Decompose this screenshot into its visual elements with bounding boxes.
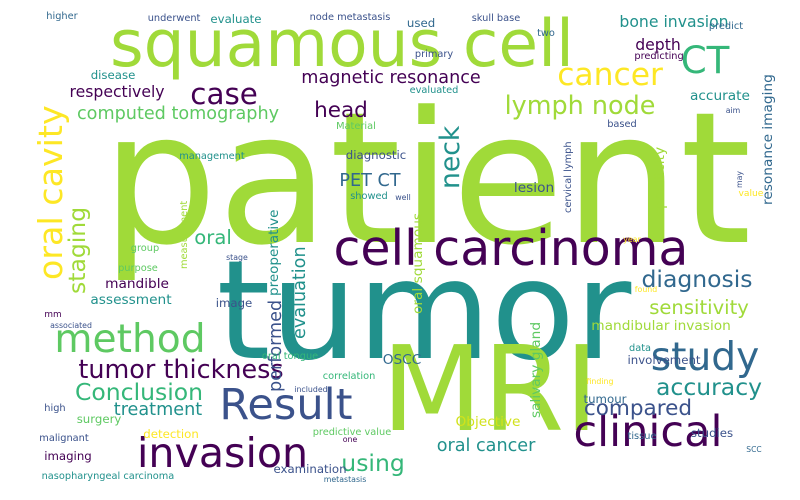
word-finding: finding — [586, 377, 614, 387]
word-cell-carcinoma: cell carcinoma — [333, 219, 689, 277]
word-nasopharyngeal-carcinoma: nasopharyngeal carcinoma — [41, 471, 175, 483]
word-involvement: involvement — [627, 353, 701, 368]
word-predicting: predicting — [634, 51, 684, 63]
word-lesion: lesion — [513, 180, 555, 197]
word-two: two — [537, 28, 555, 40]
word-squamous-cell: squamous cell — [110, 6, 575, 82]
word-study: study — [650, 335, 760, 381]
word-evaluation: evaluation — [290, 246, 311, 340]
word-treatment: treatment — [113, 400, 203, 421]
word-neck: neck — [434, 125, 466, 189]
word-magnetic-resonance: magnetic resonance — [301, 68, 481, 89]
word-bone-invasion: bone invasion — [619, 12, 729, 32]
word-using: using — [341, 449, 405, 478]
word-used: used — [406, 16, 436, 31]
word-primary: primary — [414, 49, 454, 61]
word-imaging: imaging — [44, 449, 92, 464]
word-stage: stage — [226, 253, 248, 263]
word-lymph-node: lymph node — [504, 91, 656, 122]
word-metastasis: metastasis — [323, 475, 367, 485]
word-image: image — [215, 296, 253, 311]
word-material: Material — [336, 121, 376, 133]
word-oral-tongue: oral tongue — [261, 351, 319, 363]
word-correlation: correlation — [322, 371, 376, 383]
word-cancer: cancer — [557, 57, 663, 94]
word-evaluated: evaluated — [409, 85, 459, 97]
word-method: method — [54, 317, 206, 363]
word-predictive-value: predictive value — [312, 427, 392, 439]
word-high: high — [44, 403, 66, 415]
word-computed-tomography: computed tomography — [77, 104, 280, 125]
word-tumor-thickness: tumor thickness — [78, 355, 284, 386]
word-cervical-lymph: cervical lymph — [563, 141, 575, 213]
word-higher: higher — [46, 11, 78, 23]
word-case: case — [190, 77, 258, 112]
word-salivary-gland: salivary gland — [528, 321, 545, 418]
word-scc: SCC — [746, 445, 762, 455]
word-purpose: purpose — [118, 263, 158, 275]
word-well: well — [395, 193, 411, 203]
word-patient: patient — [101, 72, 752, 286]
word-group: group — [130, 243, 160, 255]
word-diagnostic: diagnostic — [345, 148, 407, 163]
word-aim: aim — [725, 106, 741, 116]
word-assessment: assessment — [90, 292, 172, 309]
word-one: one — [342, 435, 358, 445]
word-result: Result — [219, 379, 353, 430]
word-year: year — [623, 235, 641, 245]
word-resonance-imaging: resonance imaging — [760, 74, 777, 206]
word-diagnosis: diagnosis — [641, 265, 753, 294]
word-compared: compared — [583, 396, 693, 422]
word-mandibular-invasion: mandibular invasion — [591, 318, 731, 335]
word-clinical: clinical — [573, 406, 723, 457]
word-tissue: tissue — [627, 431, 657, 443]
word-showed: showed — [350, 191, 388, 203]
word-mm: mm — [44, 309, 62, 320]
word-malignant: malignant — [39, 433, 89, 445]
word-associated: associated — [50, 321, 92, 331]
word-mri: MRI — [381, 321, 599, 459]
word-node-metastasis: node metastasis — [309, 12, 391, 24]
word-measurement: measurement — [179, 200, 191, 270]
word-depth: depth — [635, 35, 681, 55]
word-detection: detection — [143, 427, 199, 442]
word-surgery: surgery — [76, 412, 122, 427]
word-based: based — [607, 119, 637, 131]
word-studies: studies — [690, 426, 734, 441]
word-invasion: invasion — [137, 429, 309, 478]
word-ct: CT — [680, 38, 730, 83]
word-management: management — [179, 151, 245, 163]
word-preoperative: preoperative — [266, 209, 283, 297]
word-skull-base: skull base — [471, 13, 521, 25]
word-performed: performed — [266, 299, 287, 392]
word-value: value — [738, 189, 764, 200]
word-sensitivity: sensitivity — [649, 296, 749, 320]
word-head: head — [314, 98, 368, 124]
word-objective: Objective — [455, 414, 521, 431]
word-oral-squamous: oral squamous — [410, 212, 427, 314]
word-may: may — [735, 170, 745, 188]
word-disease: disease — [90, 68, 136, 83]
word-data: data — [629, 343, 652, 355]
word-specificity: specificity — [652, 146, 669, 216]
word-underwent: underwent — [147, 13, 201, 25]
word-mandible: mandible — [105, 276, 169, 293]
word-staging: staging — [63, 206, 92, 294]
word-tumour: tumour — [583, 392, 627, 407]
word-pet-ct: PET CT — [339, 171, 401, 192]
word-evaluate: evaluate — [210, 12, 262, 27]
word-accuracy: accuracy — [656, 373, 763, 402]
word-predict: predict — [708, 21, 744, 33]
word-accurate: accurate — [690, 88, 750, 105]
word-respectively: respectively — [69, 82, 165, 102]
word-oral: oral — [194, 226, 232, 250]
word-conclusion: Conclusion — [75, 378, 204, 407]
word-included: included — [294, 385, 328, 395]
word-oscc: OSCC — [382, 352, 422, 369]
word-oral-cancer: oral cancer — [436, 436, 536, 457]
word-examination: examination — [273, 462, 347, 477]
word-found: found — [634, 285, 658, 295]
word-tumor: tumor — [216, 232, 632, 392]
